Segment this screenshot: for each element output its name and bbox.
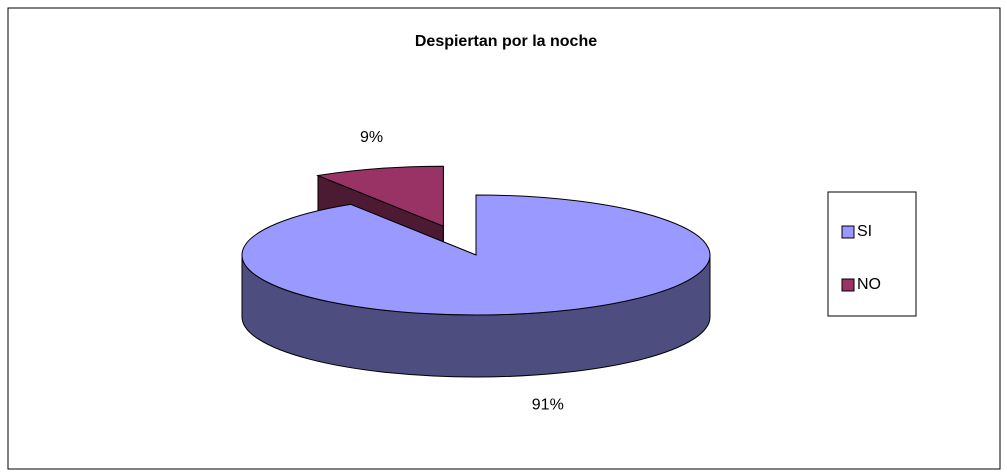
data-label: 91% xyxy=(532,397,564,414)
legend-label: SI xyxy=(857,223,872,240)
slice-top xyxy=(316,165,444,227)
legend-swatch xyxy=(841,278,855,292)
chart-title: Despiertan por la noche xyxy=(415,33,597,50)
legend-label: NO xyxy=(857,276,881,293)
legend-box xyxy=(827,191,917,317)
slice-top xyxy=(241,194,711,316)
legend-swatch xyxy=(841,225,855,239)
data-label: 9% xyxy=(360,129,383,146)
